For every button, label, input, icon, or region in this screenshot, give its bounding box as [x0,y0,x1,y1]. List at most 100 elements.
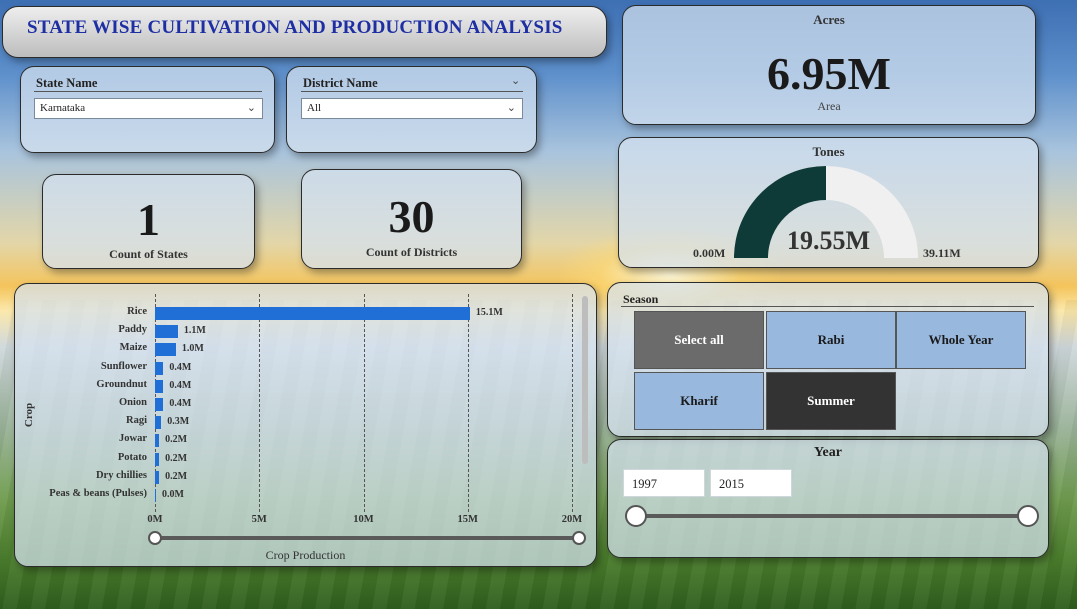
chart-gridline [259,294,261,512]
chart-data-label: 15.1M [475,307,503,318]
chart-category-label: Dry chillies [95,469,147,481]
chart-bar[interactable] [155,416,162,430]
chart-bar[interactable] [155,434,160,448]
chart-bar[interactable] [155,325,178,339]
acres-label: Area [817,99,841,113]
chart-category-label: Jowar [119,433,147,445]
season-whole-year-button[interactable]: Whole Year [896,311,1026,369]
year-slider-start-handle[interactable] [625,505,647,527]
district-slicer-divider [301,91,523,92]
tones-card: Tones 19.55M 0.00M 39.11M [618,137,1039,268]
chart-category-label: Paddy [118,324,147,336]
chart-range-end-handle[interactable] [572,531,586,545]
report-title-card: STATE WISE CULTIVATION AND PRODUCTION AN… [2,6,607,58]
gauge-fill [734,166,826,258]
season-button-label: Rabi [817,332,845,347]
season-rabi-button[interactable]: Rabi [766,311,896,369]
season-button-label: Summer [807,393,855,408]
chart-bar[interactable] [155,343,176,357]
season-button-label: Whole Year [928,332,994,347]
chart-gridline [467,294,469,512]
chart-bar[interactable] [155,307,470,320]
chart-x-tick-label: 5M [251,514,267,525]
year-from-input[interactable]: 1997 [623,469,705,497]
tones-gauge [734,166,918,258]
chart-data-label: 0.4M [169,398,192,409]
chart-category-label: Rice [127,306,147,317]
season-kharif-button[interactable]: Kharif [634,372,764,430]
district-slicer-card: District Name ⌄ All ⌄ [286,66,537,153]
count-districts-value: 30 [388,191,435,242]
season-button-label: Kharif [680,393,718,408]
chart-x-axis-title: Crop Production [265,548,346,562]
chart-category-label: Onion [118,397,147,408]
chart-category-label: Groundnut [96,378,147,390]
chart-data-label: 0.4M [169,361,192,373]
chart-data-label: 1.1M [183,325,206,337]
chart-data-label: 0.3M [167,416,190,428]
chart-bar[interactable] [155,489,156,502]
district-dropdown-value: All [307,102,322,114]
chart-category-label: Ragi [126,415,147,427]
chart-x-tick-label: 20M [561,514,583,525]
season-select-all-button[interactable]: Select all [634,311,764,369]
chart-x-tick-label: 15M [457,514,478,525]
count-states-card: 1 Count of States [42,174,255,269]
chart-data-label: 0.2M [165,452,188,464]
crop-production-chart-card: 0M 5M 10M 15M 20M Rice 15.1M Paddy 1.1M Maize 1.0M… [14,283,597,567]
state-slicer-label: State Name [36,76,98,90]
report-title: STATE WISE CULTIVATION AND PRODUCTION AN… [27,17,563,38]
year-slicer-card: Year 1997 2015 [607,439,1049,558]
chart-data-label: 0.2M [165,434,188,446]
year-to-input[interactable]: 2015 [710,469,792,497]
tones-title: Tones [812,144,845,159]
count-states-value: 1 [137,194,160,245]
district-slicer-label: District Name [303,76,378,90]
chart-bar[interactable] [155,379,164,393]
chevron-down-icon[interactable]: ⌄ [511,74,521,87]
chart-range-start-handle[interactable] [148,531,162,545]
chart-bar[interactable] [155,470,160,484]
year-slider-track[interactable] [636,514,1028,518]
tones-min-label: 0.00M [693,246,726,260]
chart-category-label: Peas & beans (Pulses) [49,488,147,499]
season-slicer-card: Season Select all Rabi Whole Year Kharif… [607,282,1049,437]
state-slicer-card: State Name Karnataka ⌄ [20,66,275,153]
tones-value: 19.55M [786,226,871,255]
year-slider-end-handle[interactable] [1017,505,1039,527]
season-summer-button[interactable]: Summer [766,372,896,430]
district-dropdown[interactable]: All ⌄ [301,98,523,119]
acres-card: Acres 6.95M Area [622,5,1036,125]
chevron-down-icon[interactable]: ⌄ [506,101,516,114]
season-title: Season [623,292,659,306]
chart-gridline [363,294,365,512]
chart-x-tick-label: 10M [353,514,374,525]
chart-bar[interactable] [155,452,160,466]
chart-data-label: 0.0M [162,489,184,500]
count-states-label: Count of States [109,247,188,261]
chart-bar[interactable] [155,398,164,411]
chart-category-label: Potato [117,451,147,463]
state-dropdown[interactable]: Karnataka ⌄ [34,98,263,119]
acres-title: Acres [813,12,845,27]
chevron-down-icon[interactable]: ⌄ [246,101,256,114]
chart-y-axis-title: Crop [23,402,36,428]
chart-data-label: 0.4M [169,379,192,391]
year-title: Year [814,445,842,460]
chart-category-label: Maize [119,342,147,354]
chart-category-label: Sunflower [100,360,147,372]
tones-max-label: 39.11M [923,246,961,260]
chart-x-tick-label: 0M [147,514,163,525]
chart-scrollbar[interactable] [582,296,588,464]
state-slicer-divider [34,91,262,92]
chart-bar[interactable] [155,361,164,375]
chart-data-label: 0.2M [165,470,188,482]
season-divider [621,306,1034,307]
crop-production-chart: 0M 5M 10M 15M 20M Rice 15.1M Paddy 1.1M Maize 1.0M… [15,284,596,566]
acres-value: 6.95M [767,48,891,99]
state-dropdown-value: Karnataka [40,102,86,114]
count-districts-card: 30 Count of Districts [301,169,522,269]
chart-range-slider-track[interactable] [155,536,579,540]
chart-data-label: 1.0M [181,343,204,355]
count-districts-label: Count of Districts [365,245,458,259]
